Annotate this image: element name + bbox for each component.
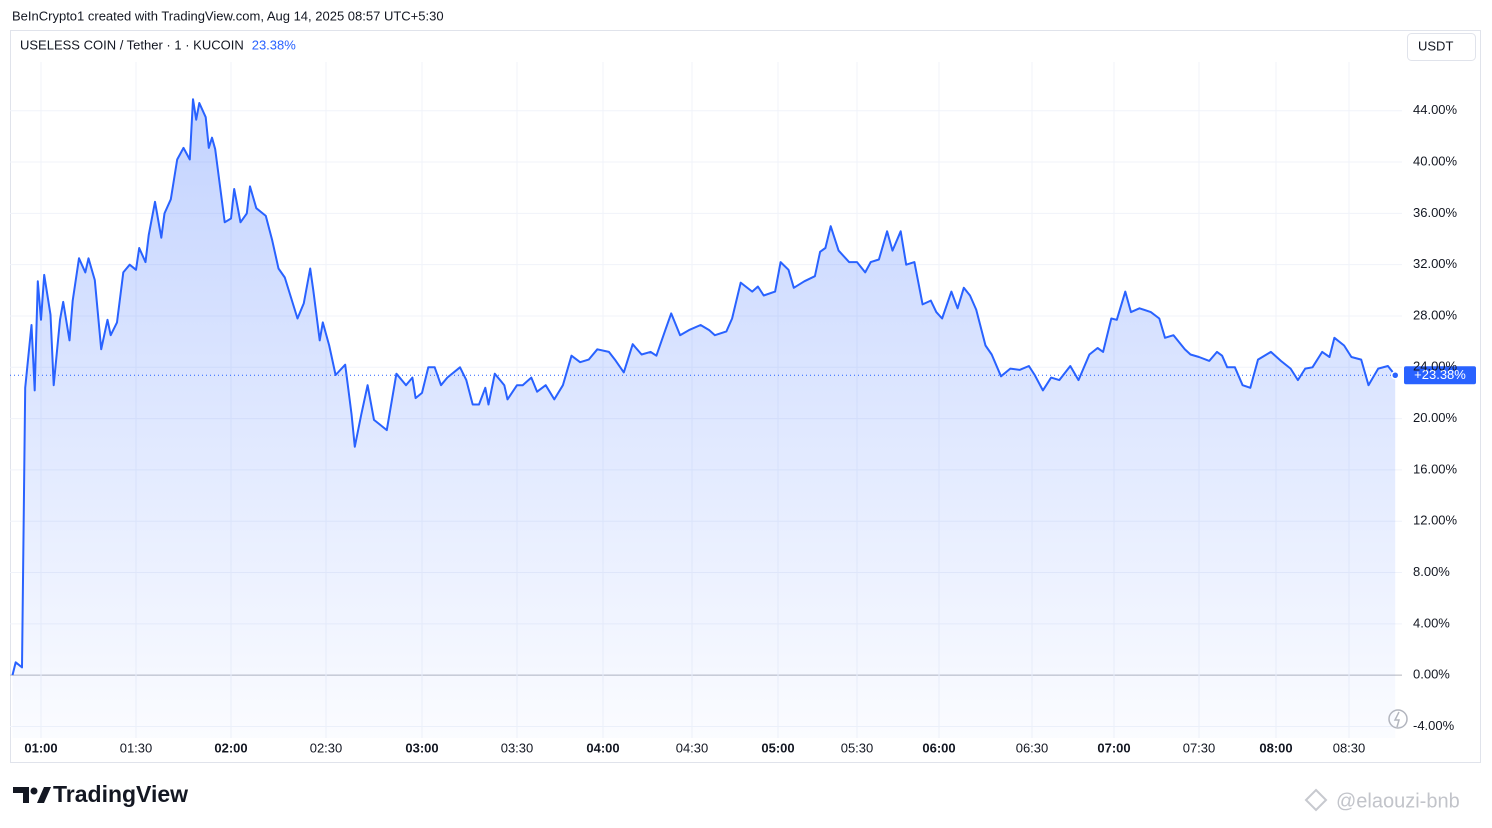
plot-area (10, 62, 1402, 738)
x-tick-label: 04:00 (586, 740, 619, 755)
y-tick-label: 24.00% (1413, 359, 1458, 374)
y-tick-label: -4.00% (1413, 718, 1455, 733)
line (11, 98, 1396, 676)
x-tick-label: 06:00 (922, 740, 955, 755)
chart-title: USELESS COIN / Tether · 1 · KUCOIN (20, 37, 244, 52)
overlay: +23.38% (1390, 366, 1476, 385)
replay-icon[interactable] (1388, 709, 1408, 729)
currency-button[interactable] (1407, 33, 1476, 61)
y-tick-label: 12.00% (1413, 513, 1458, 528)
y-tick-label: 32.00% (1413, 256, 1458, 271)
x-tick-label: 05:00 (761, 740, 794, 755)
area (12, 99, 1396, 738)
x-tick-label: 02:30 (310, 740, 343, 755)
y-tick-label: 16.00% (1413, 461, 1458, 476)
y-tick-label: 40.00% (1413, 153, 1458, 168)
logo-part (37, 787, 51, 803)
current-point (1390, 370, 1400, 380)
y-tick-label: 4.00% (1413, 615, 1450, 630)
y-tick-label: 28.00% (1413, 307, 1458, 322)
logo-part (30, 787, 38, 795)
x-tick-label: 03:30 (501, 740, 534, 755)
chart-frame (10, 30, 1481, 763)
x-tick-label: 01:30 (120, 740, 153, 755)
x-tick-label: 02:00 (214, 740, 247, 755)
brand: TradingView (53, 781, 188, 807)
y-tick-label: 44.00% (1413, 102, 1458, 117)
change: 23.38% (252, 37, 297, 52)
x-tick-label: 07:30 (1183, 740, 1216, 755)
brand-logo (13, 787, 51, 803)
current-value-label: +23.38% (1414, 367, 1466, 382)
x-tick-label: 08:30 (1333, 740, 1366, 755)
current-value-box (1404, 366, 1476, 385)
credit: BeInCrypto1 created with TradingView.com… (12, 8, 444, 23)
replay-icon-bolt (1393, 711, 1400, 728)
currency[interactable]: USDT (1418, 38, 1453, 53)
watermark: @elaouzi-bnb (1336, 790, 1460, 812)
y-tick-label: 0.00% (1413, 667, 1450, 682)
watermark-icon (1304, 788, 1328, 812)
y-tick-label: 20.00% (1413, 410, 1458, 425)
x-tick-label: 06:30 (1016, 740, 1049, 755)
x-tick-label: 08:00 (1259, 740, 1292, 755)
x-tick-label: 04:30 (676, 740, 709, 755)
y-tick-label: 8.00% (1413, 564, 1450, 579)
x-tick-label: 01:00 (24, 740, 57, 755)
x-tick-label: 05:30 (841, 740, 874, 755)
x-tick-label: 03:00 (405, 740, 438, 755)
logo-part (13, 787, 29, 803)
y-tick-label: 36.00% (1413, 205, 1458, 220)
x-tick-label: 07:00 (1097, 740, 1130, 755)
